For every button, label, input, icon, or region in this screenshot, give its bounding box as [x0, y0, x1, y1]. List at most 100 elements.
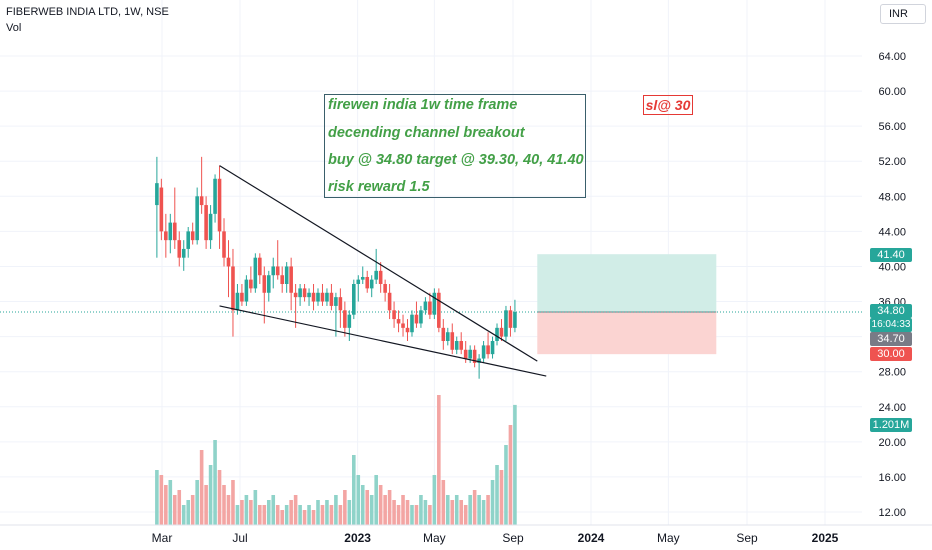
- volume-bar: [450, 500, 455, 525]
- volume-bar: [343, 490, 347, 525]
- annotation-line: firewen india 1w time frame: [328, 97, 518, 113]
- candle-body: [249, 279, 253, 289]
- volume-bar: [396, 505, 401, 525]
- volume-bar: [284, 505, 289, 525]
- candle-body: [181, 248, 186, 258]
- candle-body: [266, 275, 271, 293]
- volume-tag: 1.201M: [870, 418, 912, 432]
- position-zones: [0, 254, 862, 355]
- x-tick-label: 2024: [578, 531, 605, 545]
- chart-title: FIBERWEB INDIA LTD, 1W, NSE: [6, 6, 169, 18]
- candles: [155, 156, 517, 379]
- candle-body: [396, 319, 401, 324]
- y-tick-label: 12.00: [878, 507, 906, 519]
- stop-zone: [537, 312, 717, 355]
- volume-bar: [441, 480, 446, 525]
- volume-bar: [414, 505, 419, 525]
- candle-body: [392, 310, 396, 320]
- volume-bar: [226, 495, 231, 525]
- y-tick-label: 64.00: [878, 51, 906, 63]
- candle-body: [186, 231, 191, 249]
- annotation-line: decending channel breakout: [328, 125, 525, 141]
- volume-bar: [383, 495, 387, 525]
- candle-body: [240, 292, 244, 302]
- volume-bar: [508, 425, 513, 525]
- y-tick-label: 44.00: [878, 226, 906, 238]
- candle-body: [289, 266, 293, 293]
- candle-body: [195, 196, 199, 241]
- volume-bar: [325, 500, 329, 525]
- candle-body: [316, 292, 320, 302]
- volume-bar: [311, 510, 316, 525]
- stop-loss-label: sl@ 30: [643, 95, 693, 115]
- price-axis: 64.0060.0056.0052.0048.0044.0040.0036.00…: [878, 51, 906, 519]
- volume-bar: [486, 495, 490, 525]
- volume-bar: [405, 500, 410, 525]
- previous-close-tag: 34.70: [870, 332, 912, 346]
- candle-body: [329, 292, 334, 306]
- candle-body: [293, 292, 298, 298]
- candle-body: [432, 292, 437, 315]
- trendline-lower: [219, 305, 547, 377]
- candle-body: [177, 240, 182, 258]
- annotation-line: risk reward 1.5: [328, 179, 430, 195]
- volume-bar: [262, 505, 267, 525]
- volume-bar: [280, 510, 284, 525]
- volume-bar: [392, 500, 396, 525]
- trendline-upper: [219, 165, 538, 362]
- stop-price-tag: 30.00: [870, 347, 912, 361]
- volume-bar: [369, 495, 374, 525]
- volume-bar: [186, 500, 191, 525]
- volume-bar: [378, 485, 383, 525]
- candle-body: [204, 205, 208, 241]
- candle-body: [486, 345, 490, 355]
- candle-body: [437, 292, 441, 328]
- candle-body: [374, 270, 378, 280]
- candle-body: [369, 279, 374, 289]
- volume-bar: [271, 495, 276, 525]
- y-tick-label: 40.00: [878, 261, 906, 273]
- candle-body: [231, 266, 235, 311]
- candle-body: [164, 231, 168, 241]
- currency-selector[interactable]: INR: [880, 4, 926, 24]
- candle-body: [423, 301, 428, 311]
- volume-bar: [298, 505, 302, 525]
- candle-body: [463, 349, 468, 359]
- volume-bar: [472, 490, 477, 525]
- x-tick-label: 2025: [812, 531, 839, 545]
- volume-bar: [513, 404, 517, 525]
- volume-bar: [302, 510, 307, 525]
- volume-bar: [222, 485, 226, 525]
- volume-bar: [495, 465, 499, 525]
- volume-bar: [213, 440, 217, 525]
- volume-bar: [428, 505, 432, 525]
- candle-body: [401, 323, 405, 328]
- candle-body: [302, 288, 307, 298]
- volume-bar: [155, 470, 159, 525]
- target-zone: [537, 254, 717, 313]
- candle-body: [365, 276, 370, 289]
- x-tick-label: Jul: [232, 531, 247, 545]
- volume-bar: [387, 490, 392, 525]
- volume-bar: [199, 450, 204, 525]
- candle-body: [199, 196, 204, 206]
- time-axis: Mar Jul 2023 May Sep 2024 May Sep 2025: [0, 524, 932, 545]
- volume-bar: [231, 480, 235, 525]
- candle-body: [258, 257, 262, 276]
- candle-body: [352, 284, 356, 315]
- volume-bar: [195, 480, 199, 525]
- candle-body: [441, 327, 446, 341]
- volume-bar: [159, 475, 164, 525]
- candle-body: [275, 266, 280, 276]
- volume-bar: [468, 495, 472, 525]
- y-tick-label: 16.00: [878, 472, 906, 484]
- target-price-tag: 41.40: [870, 248, 912, 262]
- candle-body: [262, 275, 267, 293]
- candle-body: [168, 222, 173, 241]
- candle-body: [320, 292, 325, 302]
- candle-body: [325, 292, 329, 302]
- volume-bar: [454, 495, 459, 525]
- volume-bar: [208, 465, 213, 525]
- volume-bar: [338, 505, 343, 525]
